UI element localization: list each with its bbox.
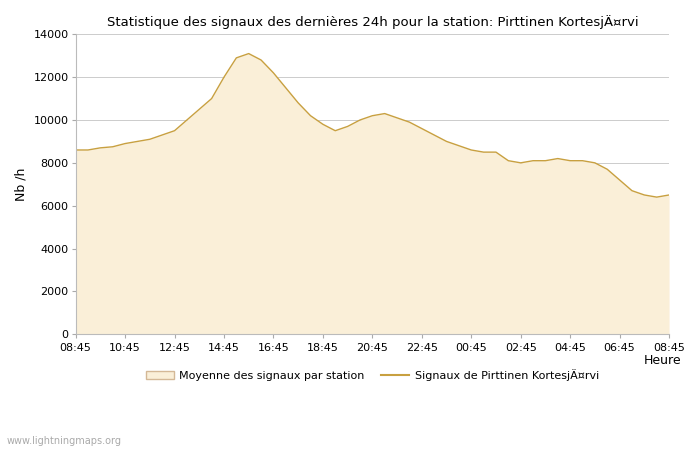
Y-axis label: Nb /h: Nb /h <box>15 167 28 201</box>
Legend: Moyenne des signaux par station, Signaux de Pirttinen KortesjÄ¤rvi: Moyenne des signaux par station, Signaux… <box>141 365 603 386</box>
X-axis label: Heure: Heure <box>643 354 681 367</box>
Title: Statistique des signaux des dernières 24h pour la station: Pirttinen KortesjÄ¤rv: Statistique des signaux des dernières 24… <box>106 15 638 29</box>
Text: www.lightningmaps.org: www.lightningmaps.org <box>7 436 122 446</box>
